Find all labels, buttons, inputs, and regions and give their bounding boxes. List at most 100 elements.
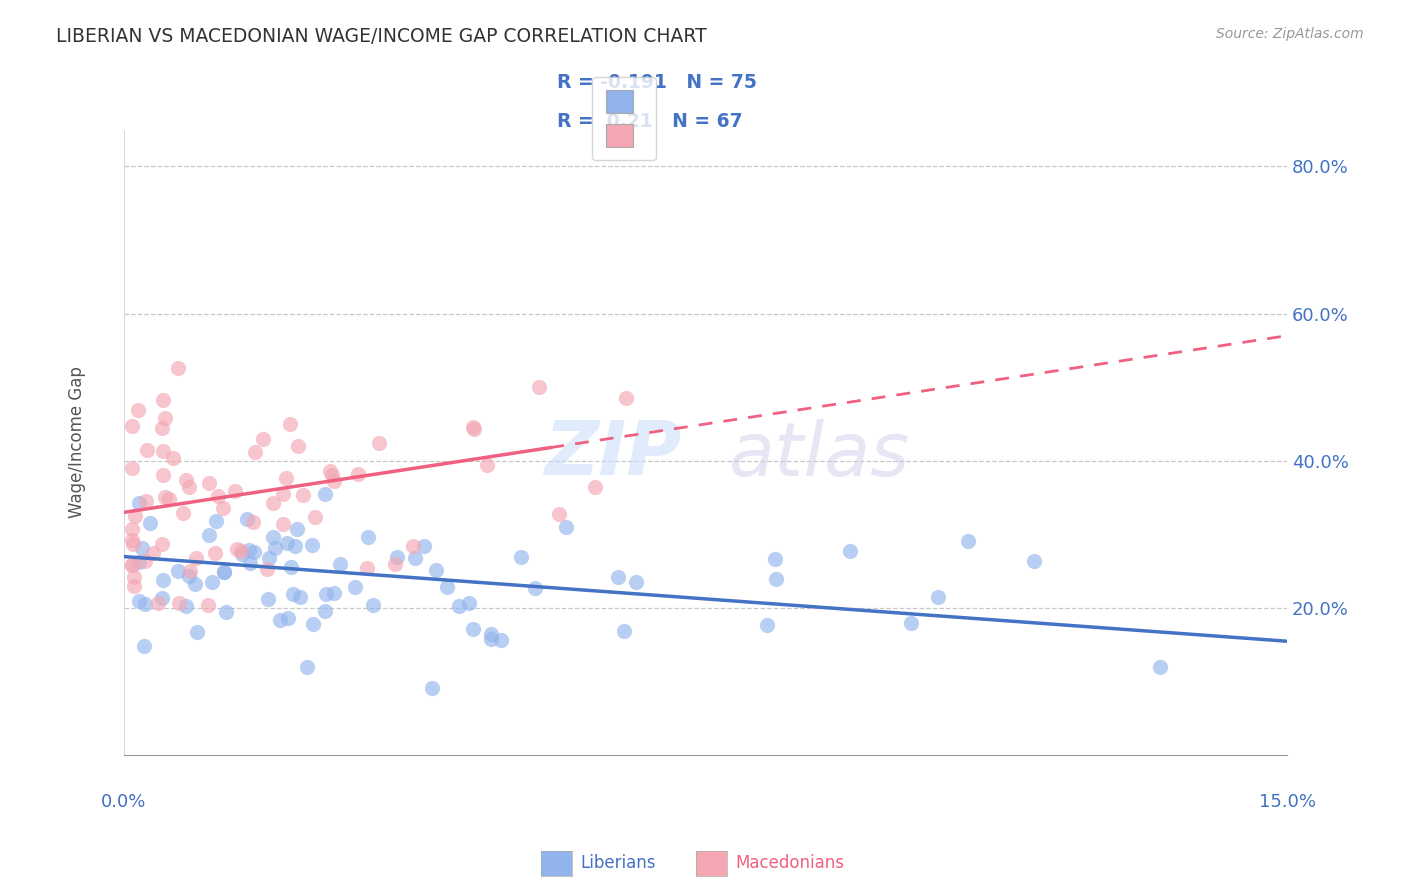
Point — [278, 417, 301, 431]
Text: 0.0%: 0.0% — [101, 793, 146, 811]
Point — [153, 410, 176, 425]
Point — [121, 461, 143, 475]
Text: Macedonians: Macedonians — [735, 855, 845, 872]
Text: 15.0%: 15.0% — [1258, 793, 1316, 811]
Point — [1149, 659, 1171, 673]
Point — [139, 516, 162, 531]
Point — [243, 545, 266, 559]
Point — [212, 501, 235, 516]
Text: Source: ZipAtlas.com: Source: ZipAtlas.com — [1216, 27, 1364, 41]
Point — [142, 546, 165, 560]
Point — [179, 565, 201, 579]
Point — [489, 633, 512, 648]
Point — [479, 632, 502, 646]
Text: ZIP: ZIP — [546, 418, 682, 491]
Point — [204, 546, 226, 560]
Point — [755, 618, 778, 632]
Point — [554, 519, 576, 533]
Point — [252, 432, 274, 446]
Point — [238, 543, 260, 558]
Point — [304, 510, 326, 524]
Point — [259, 551, 281, 566]
Point — [166, 564, 188, 578]
Point — [763, 552, 786, 566]
Point — [174, 473, 197, 487]
Point — [361, 598, 384, 612]
Point — [146, 595, 169, 609]
Point — [166, 360, 188, 375]
Point — [152, 573, 174, 587]
Point — [422, 681, 444, 695]
Point — [384, 558, 406, 572]
Point — [131, 541, 153, 555]
Point — [121, 558, 143, 573]
Point — [128, 593, 150, 607]
Point — [242, 515, 264, 529]
Point — [157, 492, 180, 507]
Point — [404, 551, 426, 566]
Point — [288, 590, 311, 604]
Point — [368, 436, 391, 450]
Point — [613, 624, 636, 638]
Point — [295, 660, 318, 674]
Point — [262, 495, 284, 509]
Point — [319, 464, 342, 478]
Point — [281, 587, 304, 601]
Point — [177, 480, 200, 494]
Point — [463, 421, 485, 435]
Point — [121, 522, 143, 536]
Point — [153, 490, 176, 504]
Point — [207, 489, 229, 503]
Point — [174, 599, 197, 613]
Point — [301, 616, 323, 631]
Point — [121, 533, 143, 548]
Point — [167, 596, 190, 610]
Point — [256, 562, 278, 576]
Point — [215, 605, 238, 619]
Point — [436, 580, 458, 594]
Point — [122, 570, 145, 584]
Point — [957, 533, 980, 548]
Point — [301, 538, 323, 552]
Point — [547, 508, 569, 522]
Point — [624, 574, 647, 589]
Point — [280, 560, 302, 574]
Point — [197, 598, 219, 612]
Point — [124, 508, 146, 523]
Point — [184, 577, 207, 591]
Point — [150, 420, 173, 434]
Point — [162, 451, 184, 466]
Point — [274, 471, 297, 485]
Point — [198, 475, 221, 490]
Point — [122, 537, 145, 551]
Point — [200, 574, 222, 589]
Point — [321, 468, 343, 483]
Point — [135, 494, 157, 508]
Point — [385, 549, 408, 564]
Point — [269, 614, 291, 628]
Point — [236, 512, 259, 526]
Point — [346, 467, 368, 481]
Point — [150, 591, 173, 606]
Point — [315, 587, 337, 601]
Point — [152, 443, 174, 458]
Point — [614, 391, 637, 405]
Point — [356, 561, 378, 575]
Point — [900, 616, 922, 631]
Point — [402, 539, 425, 553]
Text: Liberians: Liberians — [581, 855, 657, 872]
Point — [186, 551, 208, 566]
Point — [287, 439, 309, 453]
Point — [285, 522, 308, 536]
Point — [257, 591, 280, 606]
Point — [477, 458, 499, 473]
Point — [529, 380, 551, 394]
Point — [263, 541, 285, 555]
Point — [523, 581, 546, 595]
Point — [413, 539, 436, 553]
Point — [262, 530, 284, 544]
Point — [128, 496, 150, 510]
Point — [239, 556, 262, 570]
Point — [177, 569, 200, 583]
Point — [124, 579, 146, 593]
